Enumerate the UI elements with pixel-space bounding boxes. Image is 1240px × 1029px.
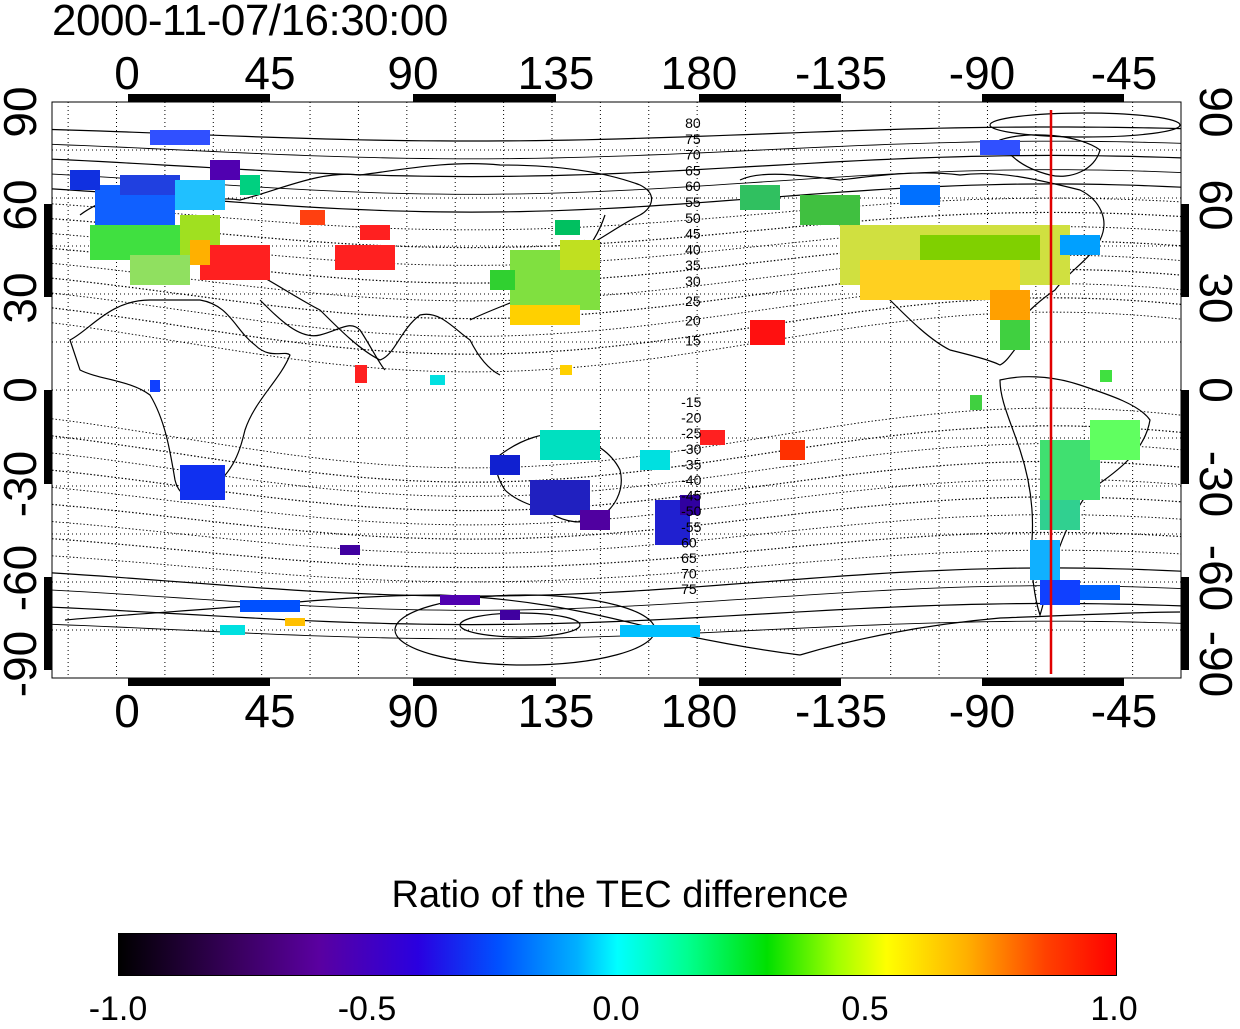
- contour-label: 65: [681, 550, 697, 566]
- contour-label: -45: [681, 488, 701, 504]
- magnetic-contour: [51, 496, 1182, 540]
- bottom-lon-label: 90: [387, 685, 439, 737]
- contour-value-labels: 8075706560555045403530252015-15-20-25-30…: [681, 115, 701, 597]
- magnetic-contour: [51, 567, 1182, 597]
- contour-label: -55: [681, 519, 701, 535]
- contour-label: 45: [685, 226, 701, 242]
- top-lon-label: -90: [948, 47, 1016, 99]
- top-lon-label: 45: [244, 47, 296, 99]
- contour-label: 80: [685, 115, 701, 131]
- contour-label: 65: [685, 162, 701, 178]
- tec-ratio-pixels: [70, 130, 1140, 637]
- magnetic-contour: [51, 514, 1182, 554]
- magnetic-contour: [51, 549, 1182, 583]
- magnetic-contour: [51, 443, 1182, 497]
- contour-label: 40: [685, 241, 701, 257]
- top-lon-label: 180: [660, 47, 738, 99]
- contour-label: 55: [685, 194, 701, 210]
- contour-label: 60: [681, 534, 697, 550]
- magnetic-contour: [51, 126, 1182, 142]
- top-lon-label: -135: [794, 47, 888, 99]
- contour-label: 75: [685, 131, 701, 147]
- contour-label: 70: [681, 566, 697, 582]
- magnetic-pole-contour: [989, 112, 1181, 138]
- magnetic-contour: [51, 297, 1182, 355]
- colorbar: [118, 933, 1117, 976]
- magnetic-contour: [51, 602, 1182, 626]
- magnetic-contour: [51, 183, 1182, 213]
- contour-label: 35: [685, 257, 701, 273]
- contour-label: 30: [685, 273, 701, 289]
- magnetic-contour: [51, 154, 1182, 178]
- colorbar-tick: 1.0: [1090, 990, 1138, 1028]
- bottom-lon-label: 180: [660, 685, 738, 737]
- axis-frame-bars: [44, 94, 1189, 686]
- bottom-lon-label: -45: [1090, 685, 1158, 737]
- top-lon-label: 90: [387, 47, 439, 99]
- contour-label: -50: [681, 503, 701, 519]
- contour-label: -20: [681, 410, 701, 426]
- magnetic-contour: [51, 197, 1182, 231]
- contour-label: 50: [685, 210, 701, 226]
- bottom-lon-label: 0: [114, 685, 140, 737]
- top-lon-label: 135: [517, 47, 595, 99]
- contour-label: -40: [681, 472, 701, 488]
- colorbar-title: Ratio of the TEC difference: [391, 874, 849, 916]
- contour-label: 20: [685, 313, 701, 329]
- contour-label: 75: [681, 581, 697, 597]
- colorbar-tick: -1.0: [88, 990, 148, 1028]
- magnetic-contour: [51, 311, 1182, 373]
- contour-label: 60: [685, 178, 701, 194]
- tec-map: 8075706560555045403530252015-15-20-25-30…: [44, 94, 1189, 686]
- colorbar-tick: 0.5: [841, 990, 889, 1028]
- contour-label: 70: [685, 147, 701, 163]
- contour-label: -25: [681, 425, 701, 441]
- magnetic-contour: [51, 478, 1182, 526]
- contour-label: -15: [681, 394, 701, 410]
- contour-label: -35: [681, 456, 701, 472]
- magnetic-contour: [51, 425, 1182, 483]
- top-lon-label: 0: [114, 47, 140, 99]
- bottom-lon-label: 135: [517, 685, 595, 737]
- contour-label: 15: [685, 332, 701, 348]
- colorbar-tick: 0.0: [592, 990, 640, 1028]
- top-lon-label: -45: [1090, 47, 1158, 99]
- bottom-lon-label: 45: [244, 685, 296, 737]
- contour-label: 25: [685, 293, 701, 309]
- colorbar-tick: -0.5: [337, 990, 397, 1028]
- bottom-lon-label: -90: [948, 685, 1016, 737]
- contour-label: -30: [681, 441, 701, 457]
- magnetic-contour: [51, 460, 1182, 512]
- bottom-lon-label: -135: [794, 685, 888, 737]
- timestamp-title: 2000-11-07/16:30:00: [52, 0, 448, 45]
